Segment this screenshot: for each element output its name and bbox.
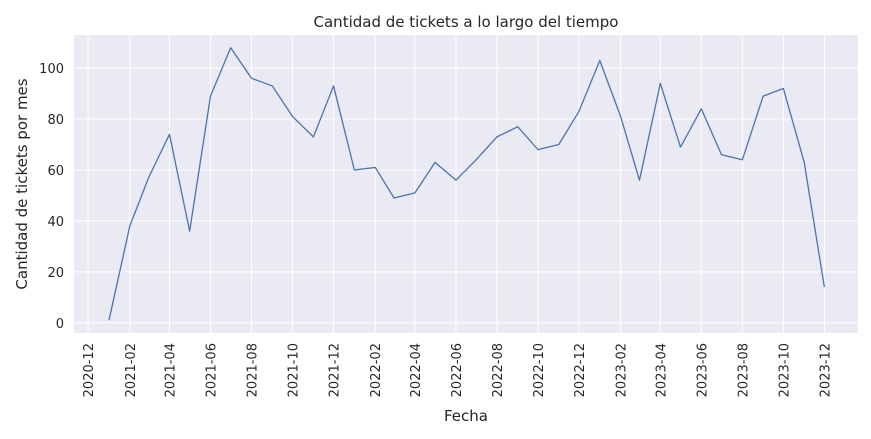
data-point — [619, 115, 623, 119]
data-point — [208, 94, 212, 98]
x-tick-label: 2023-10 — [777, 343, 792, 397]
x-tick-label: 2021-12 — [328, 343, 343, 397]
data-point — [577, 109, 581, 113]
data-point — [557, 143, 561, 147]
x-tick-label: 2023-06 — [695, 343, 710, 397]
x-tick-label: 2023-04 — [654, 343, 669, 397]
y-tick-label: 80 — [47, 113, 64, 128]
data-point — [781, 86, 785, 90]
data-point — [291, 115, 295, 119]
data-point — [740, 158, 744, 162]
data-point — [147, 176, 151, 180]
y-tick-label: 60 — [47, 164, 64, 179]
data-point — [637, 178, 641, 182]
data-point — [516, 125, 520, 129]
y-axis-ticks: 0 20 40 60 80 100 — [39, 62, 64, 332]
y-tick-label: 20 — [47, 266, 64, 281]
data-point — [128, 224, 132, 228]
data-point — [250, 76, 254, 80]
x-tick-label: 2023-08 — [736, 343, 751, 397]
data-point — [413, 191, 417, 195]
data-point — [678, 145, 682, 149]
x-tick-label: 2021-02 — [124, 343, 139, 397]
data-point — [392, 196, 396, 200]
data-point — [332, 84, 336, 88]
x-tick-label: 2021-04 — [163, 343, 178, 397]
data-point — [352, 168, 356, 172]
data-point — [167, 132, 171, 136]
plot-area — [74, 35, 858, 333]
x-tick-label: 2021-06 — [204, 343, 219, 397]
x-tick-label: 2022-04 — [409, 343, 424, 397]
data-point — [761, 94, 765, 98]
x-tick-label: 2020-12 — [82, 343, 97, 397]
x-tick-label: 2021-08 — [246, 343, 261, 397]
series-line — [108, 47, 826, 321]
x-tick-label: 2023-02 — [615, 343, 630, 397]
data-point — [699, 107, 703, 111]
data-point — [454, 178, 458, 182]
data-point — [598, 58, 602, 62]
data-point — [433, 160, 437, 164]
data-point — [270, 84, 274, 88]
data-point — [536, 148, 540, 152]
y-axis-label: Cantidad de tickets por mes — [13, 78, 31, 289]
x-tick-label: 2022-10 — [532, 343, 547, 397]
data-point — [495, 135, 499, 139]
data-point — [822, 285, 826, 289]
data-point — [720, 153, 724, 157]
data-point — [802, 160, 806, 164]
data-point — [229, 46, 233, 50]
data-point — [658, 81, 662, 85]
x-axis-label: Fecha — [444, 407, 488, 425]
x-tick-label: 2022-12 — [573, 343, 588, 397]
grid — [74, 35, 858, 333]
y-tick-label: 0 — [56, 317, 64, 332]
x-axis-ticks: 2020-12 2021-02 2021-04 2021-06 2021-08 2021-… — [82, 343, 833, 397]
x-tick-label: 2021-10 — [287, 343, 302, 397]
x-tick-label: 2022-08 — [491, 343, 506, 397]
data-point — [373, 165, 377, 169]
data-point — [107, 318, 111, 322]
y-tick-label: 100 — [39, 62, 64, 77]
chart-title: Cantidad de tickets a lo largo del tiemp… — [314, 13, 619, 31]
x-tick-label: 2022-06 — [450, 343, 465, 397]
y-tick-label: 40 — [47, 215, 64, 230]
data-point — [474, 158, 478, 162]
x-tick-label: 2022-02 — [369, 343, 384, 397]
data-point — [311, 135, 315, 139]
data-point — [188, 229, 192, 233]
x-tick-label: 2023-12 — [818, 343, 833, 397]
